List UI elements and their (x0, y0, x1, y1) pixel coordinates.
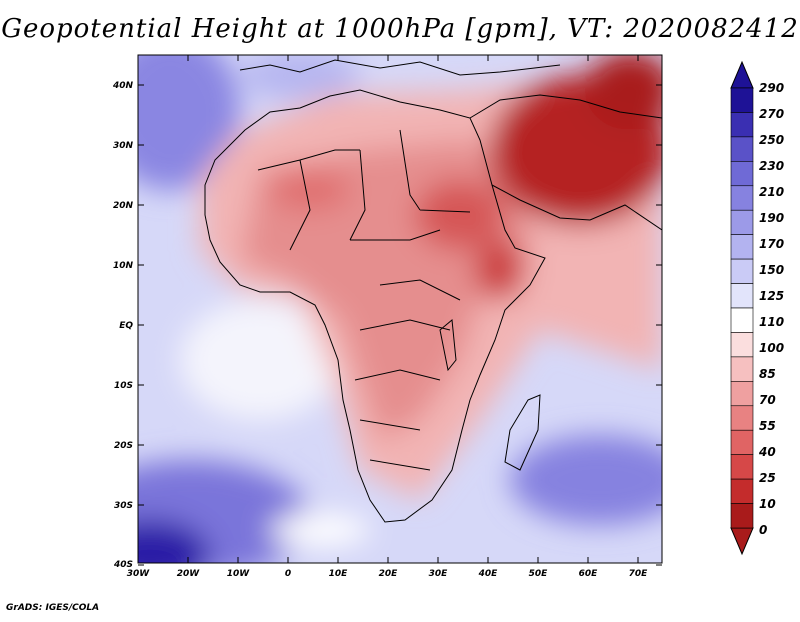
colorbar-label: 210 (759, 185, 784, 199)
lon-label: 10E (329, 569, 349, 579)
chart-title: Geopotential Height at 1000hPa [gpm], VT… (1, 14, 799, 44)
grads-credit: GrADS: IGES/COLA (6, 603, 100, 613)
colorbar-label: 10 (759, 497, 776, 511)
colorbar-label: 25 (759, 471, 776, 485)
lat-label: 20S (114, 441, 133, 451)
colorbar-swatch (730, 283, 754, 309)
lon-label: 10W (227, 569, 251, 579)
colorbar-swatch (730, 185, 754, 211)
lon-label: 40E (478, 569, 499, 579)
asia-coastline (469, 94, 662, 119)
lat-label: 30S (114, 501, 133, 511)
lat-label: 20N (113, 201, 134, 211)
colorbar-swatch (730, 87, 754, 113)
country-borders (257, 129, 471, 471)
colorbar-swatch (730, 258, 754, 284)
lat-label: 30N (113, 141, 134, 151)
colorbar-label: 85 (759, 367, 776, 381)
colorbar: 290 270 250 230 210 190 170 150 125 110 … (730, 60, 784, 556)
colorbar-swatch (730, 136, 754, 162)
colorbar-swatch (730, 429, 754, 455)
coastlines (204, 59, 662, 523)
colorbar-label: 250 (759, 133, 784, 147)
colorbar-swatch (730, 478, 754, 504)
lon-label: 0 (285, 569, 291, 579)
colorbar-top-arrow (730, 60, 754, 89)
lat-axis: 40N 30N 20N 10N EQ 10S 20S 30S 40S (112, 81, 134, 570)
colorbar-label: 0 (759, 523, 767, 537)
colorbar-label: 270 (759, 107, 784, 121)
colorbar-label: 125 (759, 289, 784, 303)
lat-label: 40S (113, 560, 133, 570)
lat-label: 40N (112, 81, 134, 91)
africa-coastline (204, 89, 546, 523)
colorbar-swatch (730, 161, 754, 187)
colorbar-label: 110 (759, 315, 784, 329)
colorbar-label: 170 (759, 237, 784, 251)
colorbar-label: 40 (758, 445, 776, 459)
colorbar-swatch (730, 454, 754, 480)
lon-label: 70E (629, 569, 649, 579)
colorbar-swatch (730, 405, 754, 431)
arabia-coastline (491, 184, 662, 231)
colorbar-swatch (730, 234, 754, 260)
colorbar-swatch (730, 112, 754, 138)
lon-label: 50E (529, 569, 549, 579)
colorbar-swatch (730, 503, 754, 529)
colorbar-label: 290 (759, 81, 784, 95)
lon-axis: 30W 20W 10W 0 10E 20E 30E 40E 50E 60E 70… (127, 569, 648, 579)
lake-coastline (439, 319, 457, 372)
lon-label: 20W (177, 569, 201, 579)
plot-frame (137, 54, 663, 564)
lat-label: 10N (113, 261, 134, 271)
colorbar-swatch (730, 209, 754, 235)
lon-label: 30W (127, 569, 151, 579)
colorbar-label: 150 (759, 263, 784, 277)
height-field (138, 55, 662, 563)
lon-label: 60E (579, 569, 599, 579)
colorbar-swatch (730, 307, 754, 333)
colorbar-swatch (730, 356, 754, 382)
colorbar-label: 230 (759, 159, 784, 173)
madagascar-coastline (504, 394, 541, 471)
lat-label: EQ (119, 321, 133, 331)
colorbar-label: 55 (759, 419, 776, 433)
europe-coastline (239, 59, 561, 76)
axis-ticks (137, 55, 662, 566)
lat-label: 10S (114, 381, 133, 391)
colorbar-swatch (730, 332, 754, 358)
colorbar-label: 190 (759, 211, 784, 225)
colorbar-label: 70 (759, 393, 776, 407)
colorbar-bottom-arrow (730, 527, 754, 556)
colorbar-label: 100 (759, 341, 784, 355)
lon-label: 30E (429, 569, 449, 579)
lon-label: 20E (379, 569, 399, 579)
colorbar-swatch (730, 381, 754, 407)
